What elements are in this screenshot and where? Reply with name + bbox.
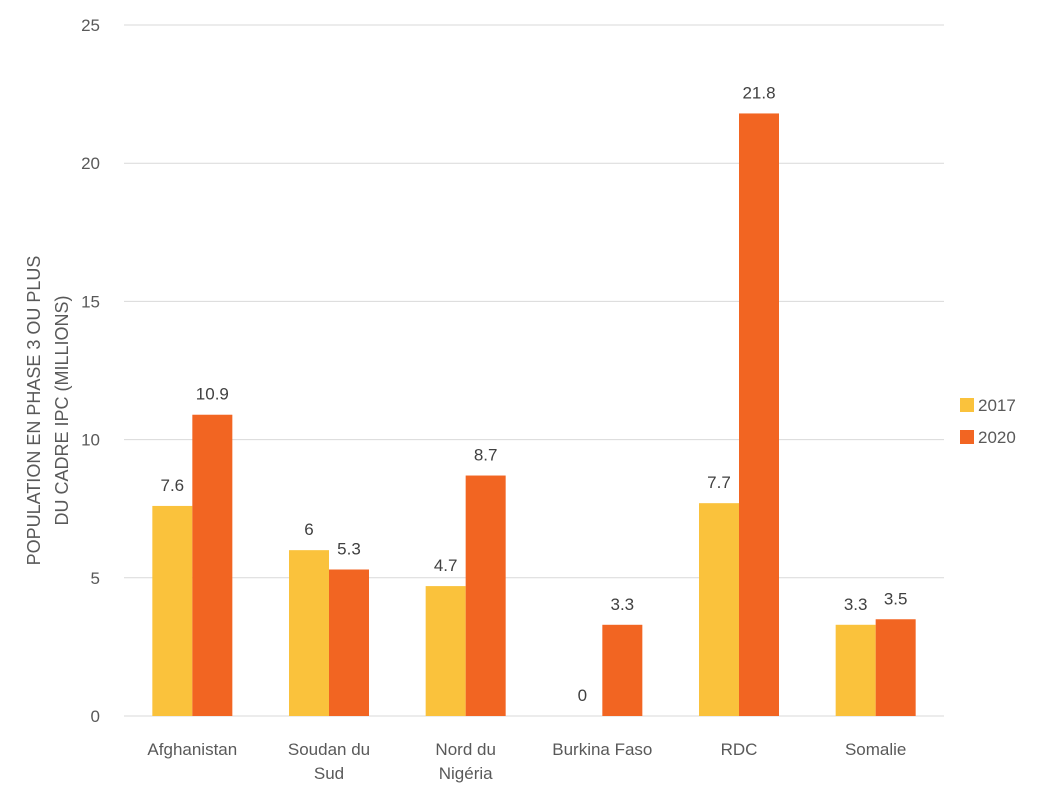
- data-label: 5.3: [337, 540, 361, 559]
- y-axis-title-line: DU CADRE IPC (MILLIONS): [52, 295, 72, 525]
- category-label: Somalie: [845, 740, 906, 759]
- data-label: 21.8: [742, 83, 775, 102]
- bar-2020: [602, 624, 643, 716]
- y-tick-label: 5: [91, 569, 100, 588]
- y-tick-label: 15: [81, 292, 100, 311]
- data-label: 8.7: [474, 446, 498, 465]
- bar-2017: [425, 586, 466, 716]
- data-label: 4.7: [434, 556, 458, 575]
- y-tick-label: 0: [91, 707, 100, 726]
- data-label: 3.5: [884, 589, 908, 608]
- gridlines: [124, 24, 944, 717]
- bar-2020: [739, 113, 779, 716]
- bar-2017: [835, 624, 876, 716]
- category-label: Afghanistan: [147, 740, 237, 759]
- legend: 2017 2020: [960, 396, 1016, 447]
- category-label: Burkina Faso: [552, 740, 652, 759]
- data-label: 6: [304, 520, 313, 539]
- category-label: RDC: [721, 740, 758, 759]
- data-label: 3.3: [611, 595, 635, 614]
- legend-swatch-2017: [960, 398, 974, 412]
- data-label: 0: [578, 686, 587, 705]
- data-label: 3.3: [844, 595, 868, 614]
- legend-label: 2020: [978, 428, 1016, 447]
- data-label: 10.9: [196, 385, 229, 404]
- category-label: Soudan du Sud: [288, 740, 370, 783]
- bar-2020: [192, 414, 233, 716]
- bar-2020: [465, 475, 506, 716]
- y-axis-title: POPULATION EN PHASE 3 OU PLUS DU CADRE IP…: [24, 256, 72, 566]
- bar-2017: [289, 550, 329, 716]
- data-labels: 7.6 10.9 6 5.3 4.7 8.7 0 3.3 7.7 21.8 3.3 3.5: [161, 83, 908, 705]
- y-tick-label: 20: [81, 154, 100, 173]
- legend-swatch-2020: [960, 430, 974, 444]
- bar-2017: [152, 505, 193, 716]
- bars: [152, 113, 916, 716]
- data-label: 7.6: [161, 476, 185, 495]
- bar-2017: [699, 503, 739, 716]
- y-tick-label: 25: [81, 16, 100, 35]
- x-axis-categories: Afghanistan Soudan du Sud Nord du Nigéria Bur…: [147, 740, 906, 783]
- y-axis-title-line: POPULATION EN PHASE 3 OU PLUS: [24, 256, 44, 566]
- legend-label: 2017: [978, 396, 1016, 415]
- category-label: Nord du Nigéria: [435, 740, 495, 783]
- bar-2020: [329, 569, 369, 716]
- bar-2020: [875, 619, 916, 716]
- y-tick-label: 10: [81, 431, 100, 450]
- data-label: 7.7: [707, 473, 731, 492]
- y-axis-ticks: 0 5 10 15 20 25: [81, 16, 100, 726]
